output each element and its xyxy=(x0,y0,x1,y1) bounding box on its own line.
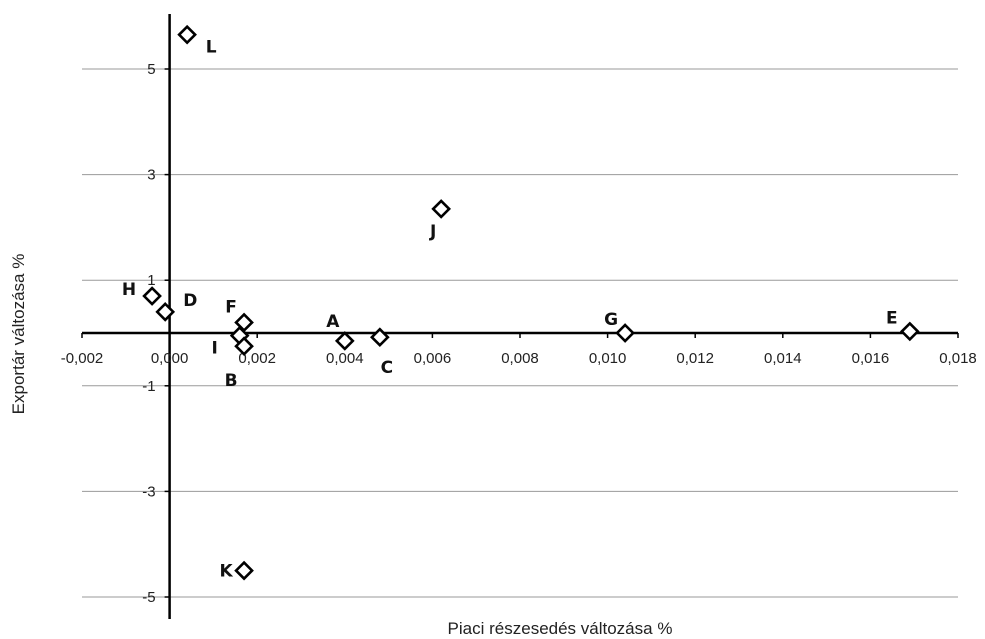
y-tick-label-0: 5 xyxy=(147,61,155,78)
x-tick-label-8: 0,014 xyxy=(764,350,802,367)
tick-labels: 5 3 1 -1 -3 -5 -0,002 0,000 0,002 0,004 0,006 0,008… xyxy=(61,61,977,606)
x-axis-title: Piaci részesedés változása % xyxy=(448,619,673,638)
x-tick-label-10: 0,018 xyxy=(939,350,977,367)
x-tick-label-9: 0,016 xyxy=(852,350,890,367)
x-tick-label-7: 0,012 xyxy=(676,350,714,367)
point-marker-J xyxy=(431,199,451,219)
point-label-C: C xyxy=(381,358,393,378)
point-label-B: B xyxy=(225,371,238,391)
y-tick-label-5: -5 xyxy=(142,589,155,606)
y-tick-label-1: 3 xyxy=(147,167,155,184)
point-marker-E xyxy=(899,321,920,342)
point-marker-B xyxy=(234,336,254,357)
point-label-L: L xyxy=(206,38,217,58)
x-tick-label-0: -0,002 xyxy=(61,350,104,367)
x-tick-label-5: 0,008 xyxy=(501,350,539,367)
gridlines xyxy=(82,68,958,598)
y-axis-title: Exportár változása % xyxy=(9,254,28,415)
point-marker-H xyxy=(142,286,162,306)
point-label-D: D xyxy=(183,291,197,311)
y-tick-label-2: 1 xyxy=(147,272,155,289)
y-tick-label-3: -1 xyxy=(142,378,155,395)
point-label-K: K xyxy=(219,562,233,582)
point-marker-C xyxy=(370,327,390,348)
y-tick-label-4: -3 xyxy=(142,483,155,500)
point-marker-K xyxy=(234,560,254,581)
point-label-G: G xyxy=(604,310,618,330)
x-tick-label-6: 0,010 xyxy=(589,350,627,367)
data-points: L J H D F IB A C G E K xyxy=(122,24,920,582)
point-marker-A xyxy=(334,331,355,351)
point-label-H: H xyxy=(122,280,136,300)
point-marker-D xyxy=(155,302,176,322)
x-tick-label-4: 0,006 xyxy=(414,350,452,367)
x-tick-label-1: 0,000 xyxy=(151,350,189,367)
point-label-J: J xyxy=(429,222,436,242)
point-marker-L xyxy=(177,24,197,45)
point-marker-G xyxy=(615,323,635,343)
point-label-I: I xyxy=(212,339,218,359)
point-label-E: E xyxy=(886,308,898,328)
x-tick-label-2: 0,002 xyxy=(238,350,276,367)
point-label-A: A xyxy=(326,312,340,332)
axes xyxy=(81,14,959,619)
x-tick-label-3: 0,004 xyxy=(326,350,364,367)
point-label-F: F xyxy=(225,297,237,317)
